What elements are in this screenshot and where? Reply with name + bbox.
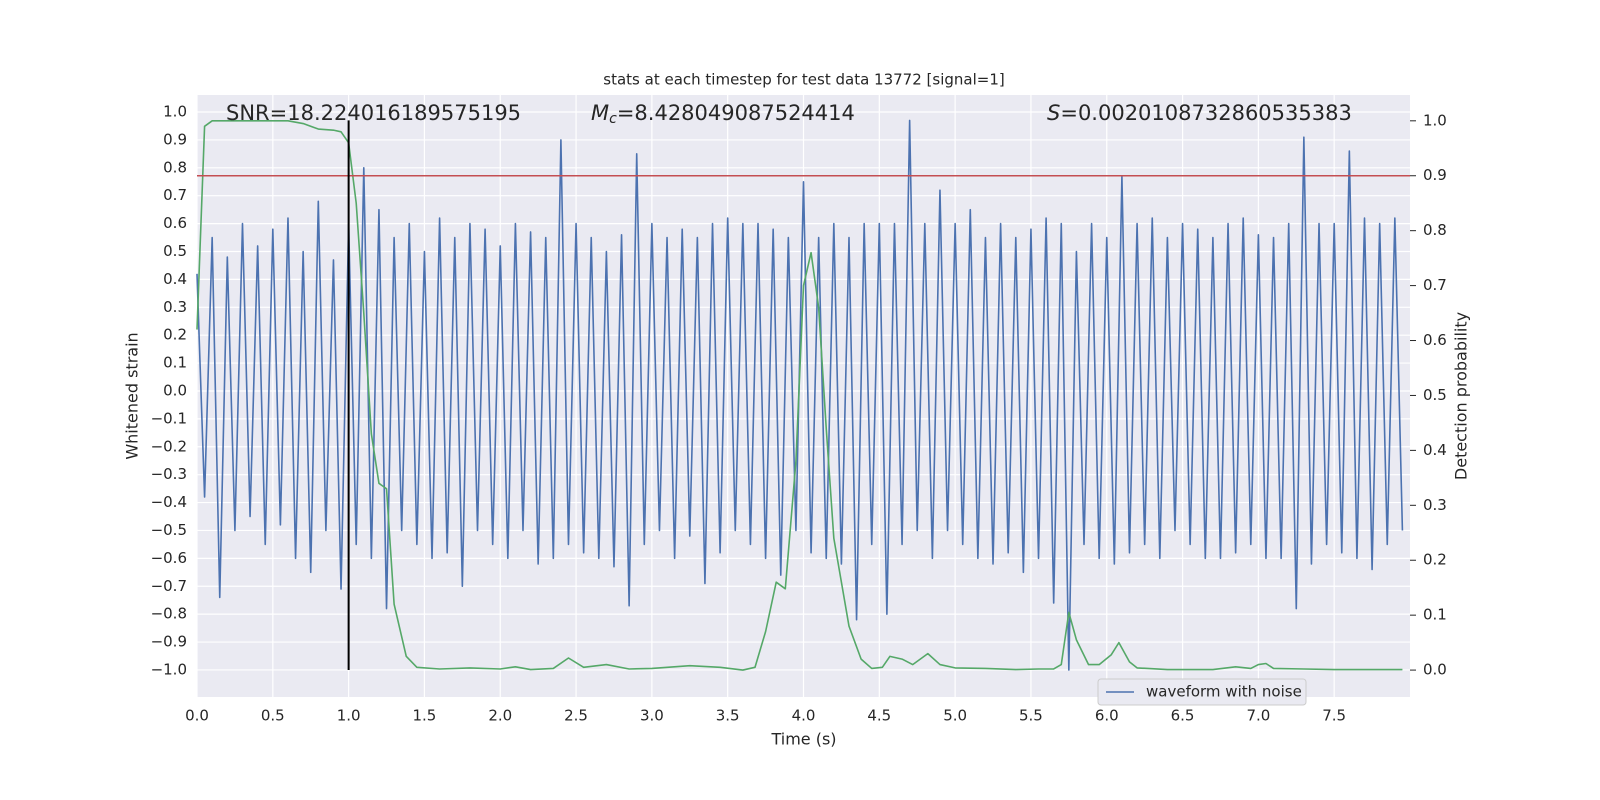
x-tick-label: 2.0 [488, 707, 512, 725]
annotation-text: =8.428049087524414 [617, 101, 855, 125]
y-tick-label: −0.9 [151, 633, 187, 651]
y-tick-label: 0.3 [163, 298, 187, 316]
y-tick-label: −0.8 [151, 605, 187, 623]
y-tick-label: −0.7 [151, 577, 187, 595]
y-tick-label: 0.2 [163, 326, 187, 344]
y-axis-label: Whitened strain [123, 332, 142, 459]
y-tick-label: 0.6 [163, 214, 187, 232]
x-tick-label: 3.5 [716, 707, 740, 725]
chart-title: stats at each timestep for test data 137… [603, 71, 1004, 89]
y2-tick-label: 1.0 [1423, 111, 1447, 129]
y2-tick-label: 0.6 [1423, 331, 1447, 349]
x-tick-label: 0.5 [261, 707, 285, 725]
annotation-symbol: M [591, 101, 609, 125]
y-tick-label: 1.0 [163, 103, 187, 121]
annotation: SNR=18.224016189575195 [226, 101, 521, 125]
x-tick-label: 6.0 [1095, 707, 1119, 725]
y-tick-label: −0.2 [151, 437, 187, 455]
y2-tick-label: 0.9 [1423, 166, 1447, 184]
legend-box [1097, 678, 1307, 706]
y-tick-label: −0.4 [151, 493, 187, 511]
annotation-text: =0.0020108732860535383 [1060, 101, 1352, 125]
x-axis-label: Time (s) [770, 730, 836, 749]
y2-tick-label: 0.2 [1423, 551, 1447, 569]
y-tick-label: −1.0 [151, 660, 187, 678]
y-tick-label: −0.1 [151, 409, 187, 427]
annotation: S=0.0020108732860535383 [1047, 101, 1352, 125]
x-tick-label: 0.0 [185, 707, 209, 725]
y2-tick-label: 0.7 [1423, 276, 1447, 294]
y-tick-label: −0.3 [151, 465, 187, 483]
x-tick-label: 4.5 [867, 707, 891, 725]
y-tick-label: 0.5 [163, 242, 187, 260]
y2-tick-label: 0.0 [1423, 661, 1447, 679]
x-tick-label: 2.5 [564, 707, 588, 725]
y-tick-label: 0.8 [163, 158, 187, 176]
x-tick-label: 4.0 [792, 707, 816, 725]
y-tick-label: −0.6 [151, 549, 187, 567]
y-tick-label: 0.1 [163, 354, 187, 372]
y-tick-label: −0.5 [151, 521, 187, 539]
x-tick-label: 3.0 [640, 707, 664, 725]
y2-tick-label: 0.8 [1423, 221, 1447, 239]
x-tick-label: 5.5 [1019, 707, 1043, 725]
x-tick-label: 7.5 [1322, 707, 1346, 725]
x-tick-label: 6.5 [1171, 707, 1195, 725]
x-tick-label: 7.0 [1246, 707, 1270, 725]
legend-label: waveform with noise [1146, 683, 1302, 701]
y-tick-label: 0.7 [163, 186, 187, 204]
x-tick-label: 5.0 [943, 707, 967, 725]
x-tick-label: 1.0 [337, 707, 361, 725]
y-tick-label: 0.4 [163, 270, 187, 288]
annotation: Mc=8.428049087524414 [591, 101, 855, 127]
x-tick-label: 1.5 [413, 707, 437, 725]
annotation-text: SNR=18.224016189575195 [226, 101, 521, 125]
annotation-subscript: c [609, 111, 617, 127]
y-tick-label: 0.9 [163, 130, 187, 148]
annotation-symbol: S [1047, 101, 1060, 125]
y2-axis-label: Detection probability [1452, 312, 1471, 480]
y2-tick-label: 0.5 [1423, 386, 1447, 404]
y2-tick-label: 0.1 [1423, 606, 1447, 624]
y-tick-label: 0.0 [163, 381, 187, 399]
y2-tick-label: 0.4 [1423, 441, 1447, 459]
y2-tick-label: 0.3 [1423, 496, 1447, 514]
series-line [196, 120, 1403, 671]
